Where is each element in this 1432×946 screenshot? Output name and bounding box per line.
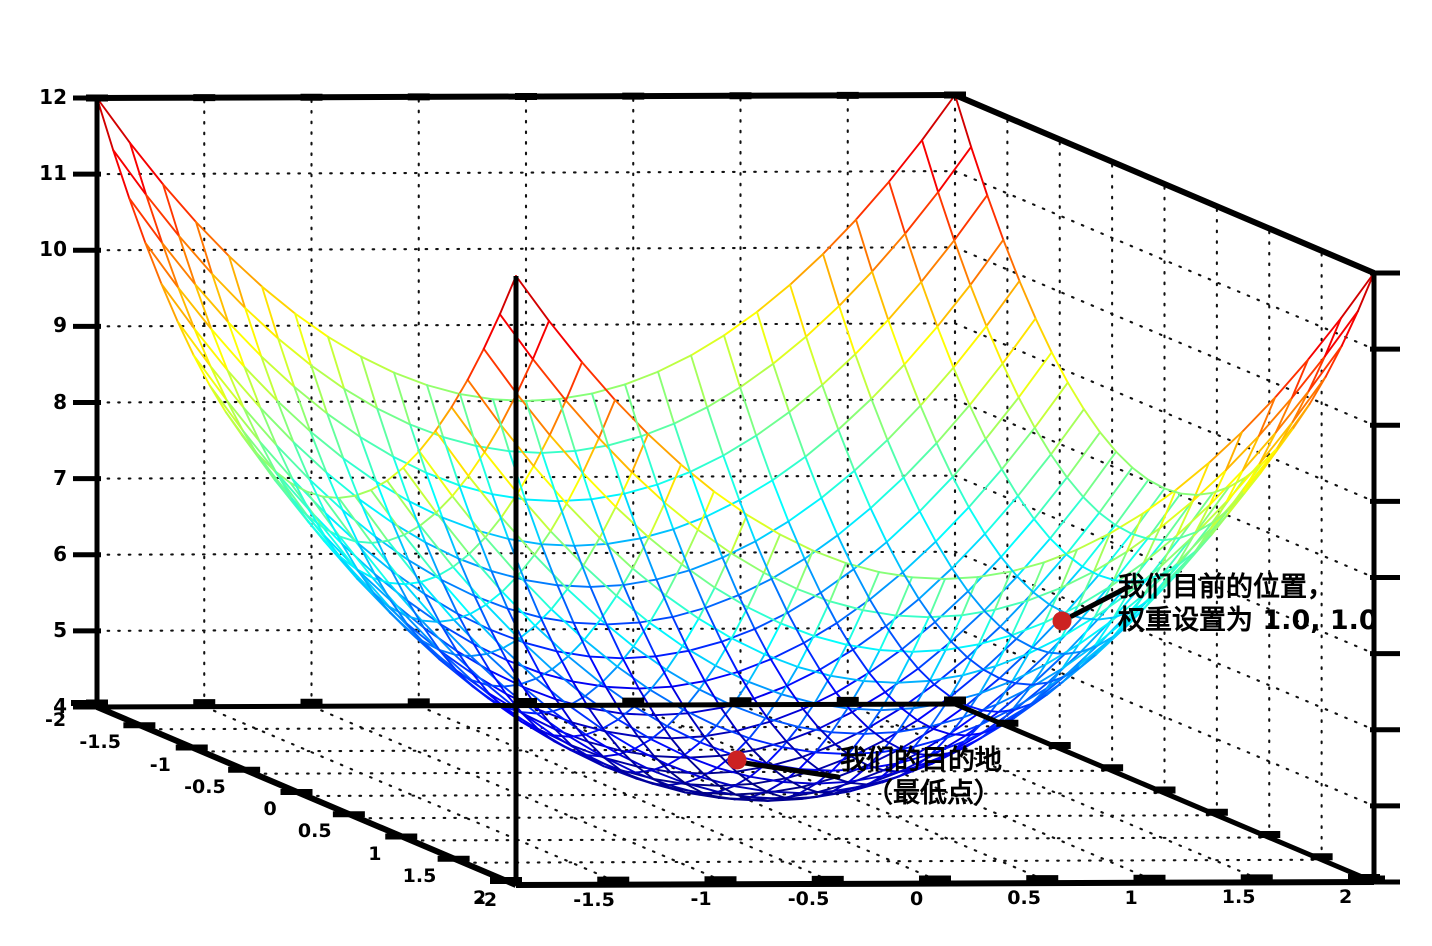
annotation-destination: 我们的目的地 （最低点） — [840, 745, 1002, 811]
z-tick-label: 9 — [53, 313, 67, 338]
y-tick-label: -0.5 — [184, 775, 226, 798]
z-tick-label: 8 — [53, 389, 67, 414]
z-tick-label: 7 — [53, 465, 67, 490]
x-tick-label: 0 — [910, 887, 924, 910]
annotation-current-position: 我们目前的位置， 权重设置为 1.0, 1.0 — [1118, 572, 1378, 638]
z-tick-label: 6 — [53, 541, 67, 566]
x-tick-label: 2 — [1339, 886, 1353, 908]
annotation-current-position-line1: 我们目前的位置， — [1118, 572, 1334, 603]
z-tick-label: 10 — [39, 237, 67, 262]
x-tick-label: -1 — [690, 888, 712, 911]
annotation-leaders — [742, 584, 1131, 780]
annotation-leader-line-1 — [1069, 584, 1131, 619]
y-tick-label: 2 — [473, 887, 487, 909]
z-tick-label: 5 — [53, 617, 67, 642]
x-tick-label: -0.5 — [787, 887, 830, 910]
y-tick-label: 0.5 — [297, 820, 332, 843]
z-tick-label: 11 — [39, 161, 67, 186]
x-tick-label: 1 — [1124, 886, 1138, 909]
z-tick-label: 12 — [39, 85, 67, 109]
annotation-leader-line-2 — [742, 760, 841, 780]
surface-mesh — [96, 94, 1375, 802]
y-tick-label: -1 — [149, 753, 171, 776]
annotation-destination-line1: 我们的目的地 — [840, 745, 1002, 776]
y-tick-label: 1.5 — [402, 864, 437, 887]
x-tick-label: -1.5 — [573, 888, 615, 911]
marker-current-position — [1052, 611, 1072, 631]
x-tick-label: -2 — [476, 889, 498, 911]
y-tick-label: 1 — [368, 842, 382, 865]
y-tick-label: 0 — [263, 798, 277, 820]
data-point-markers — [727, 611, 1072, 770]
z-tick-label: 4 — [53, 694, 67, 718]
annotation-current-position-line2: 权重设置为 1.0, 1.0 — [1118, 604, 1378, 636]
y-tick-label: -2 — [45, 709, 67, 731]
marker-destination-minimum — [727, 750, 747, 770]
x-tick-label: 0.5 — [1007, 887, 1041, 910]
x-tick-label: 1.5 — [1221, 886, 1256, 909]
y-tick-label: -1.5 — [79, 731, 121, 754]
annotation-destination-line2: （最低点） — [866, 777, 1001, 809]
axis-tick-marks — [71, 91, 1400, 885]
